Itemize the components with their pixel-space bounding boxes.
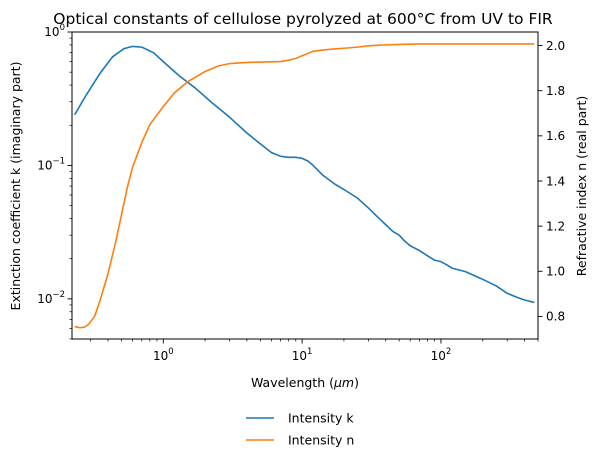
- y-left-axis-label: Extinction coefficient k (imaginary part…: [8, 62, 23, 311]
- y-right-tick-label: 1.4: [546, 174, 565, 188]
- x-tick-label: 100: [153, 347, 174, 363]
- y-right-tick-label: 2.0: [546, 39, 565, 53]
- y-right-tick-label: 1.6: [546, 129, 565, 143]
- legend-label: Intensity n: [288, 433, 354, 448]
- x-tick-label: 102: [431, 347, 452, 363]
- x-axis-label: Wavelength (μm): [251, 375, 359, 390]
- plot-frame: [71, 31, 539, 340]
- y-left-tick-label: 100: [44, 23, 65, 39]
- legend: Intensity k Intensity n: [246, 411, 354, 448]
- y-right-tick-label: 1.2: [546, 219, 565, 233]
- y-left-tick-label: 10−2: [37, 290, 65, 306]
- x-axis-ticks: 100 101 102: [90, 339, 539, 363]
- y-left-axis-ticks: 10−2 10−1 100: [37, 23, 72, 340]
- chart-title: Optical constants of cellulose pyrolyzed…: [53, 10, 553, 28]
- y-right-tick-label: 0.8: [546, 310, 565, 324]
- y-left-tick-label: 10−1: [37, 156, 65, 172]
- series-line-k: [73, 45, 535, 304]
- y-right-tick-label: 1.0: [546, 265, 565, 279]
- y-right-axis-ticks: 0.8 1.0 1.2 1.4 1.6 1.8 2.0: [538, 39, 565, 324]
- x-tick-label: 101: [292, 347, 313, 363]
- series-lines: [73, 43, 535, 329]
- y-right-tick-label: 1.8: [546, 84, 565, 98]
- legend-label: Intensity k: [288, 411, 354, 426]
- y-right-axis-label: Refractive index n (real part): [574, 96, 589, 276]
- series-line-n: [74, 43, 535, 329]
